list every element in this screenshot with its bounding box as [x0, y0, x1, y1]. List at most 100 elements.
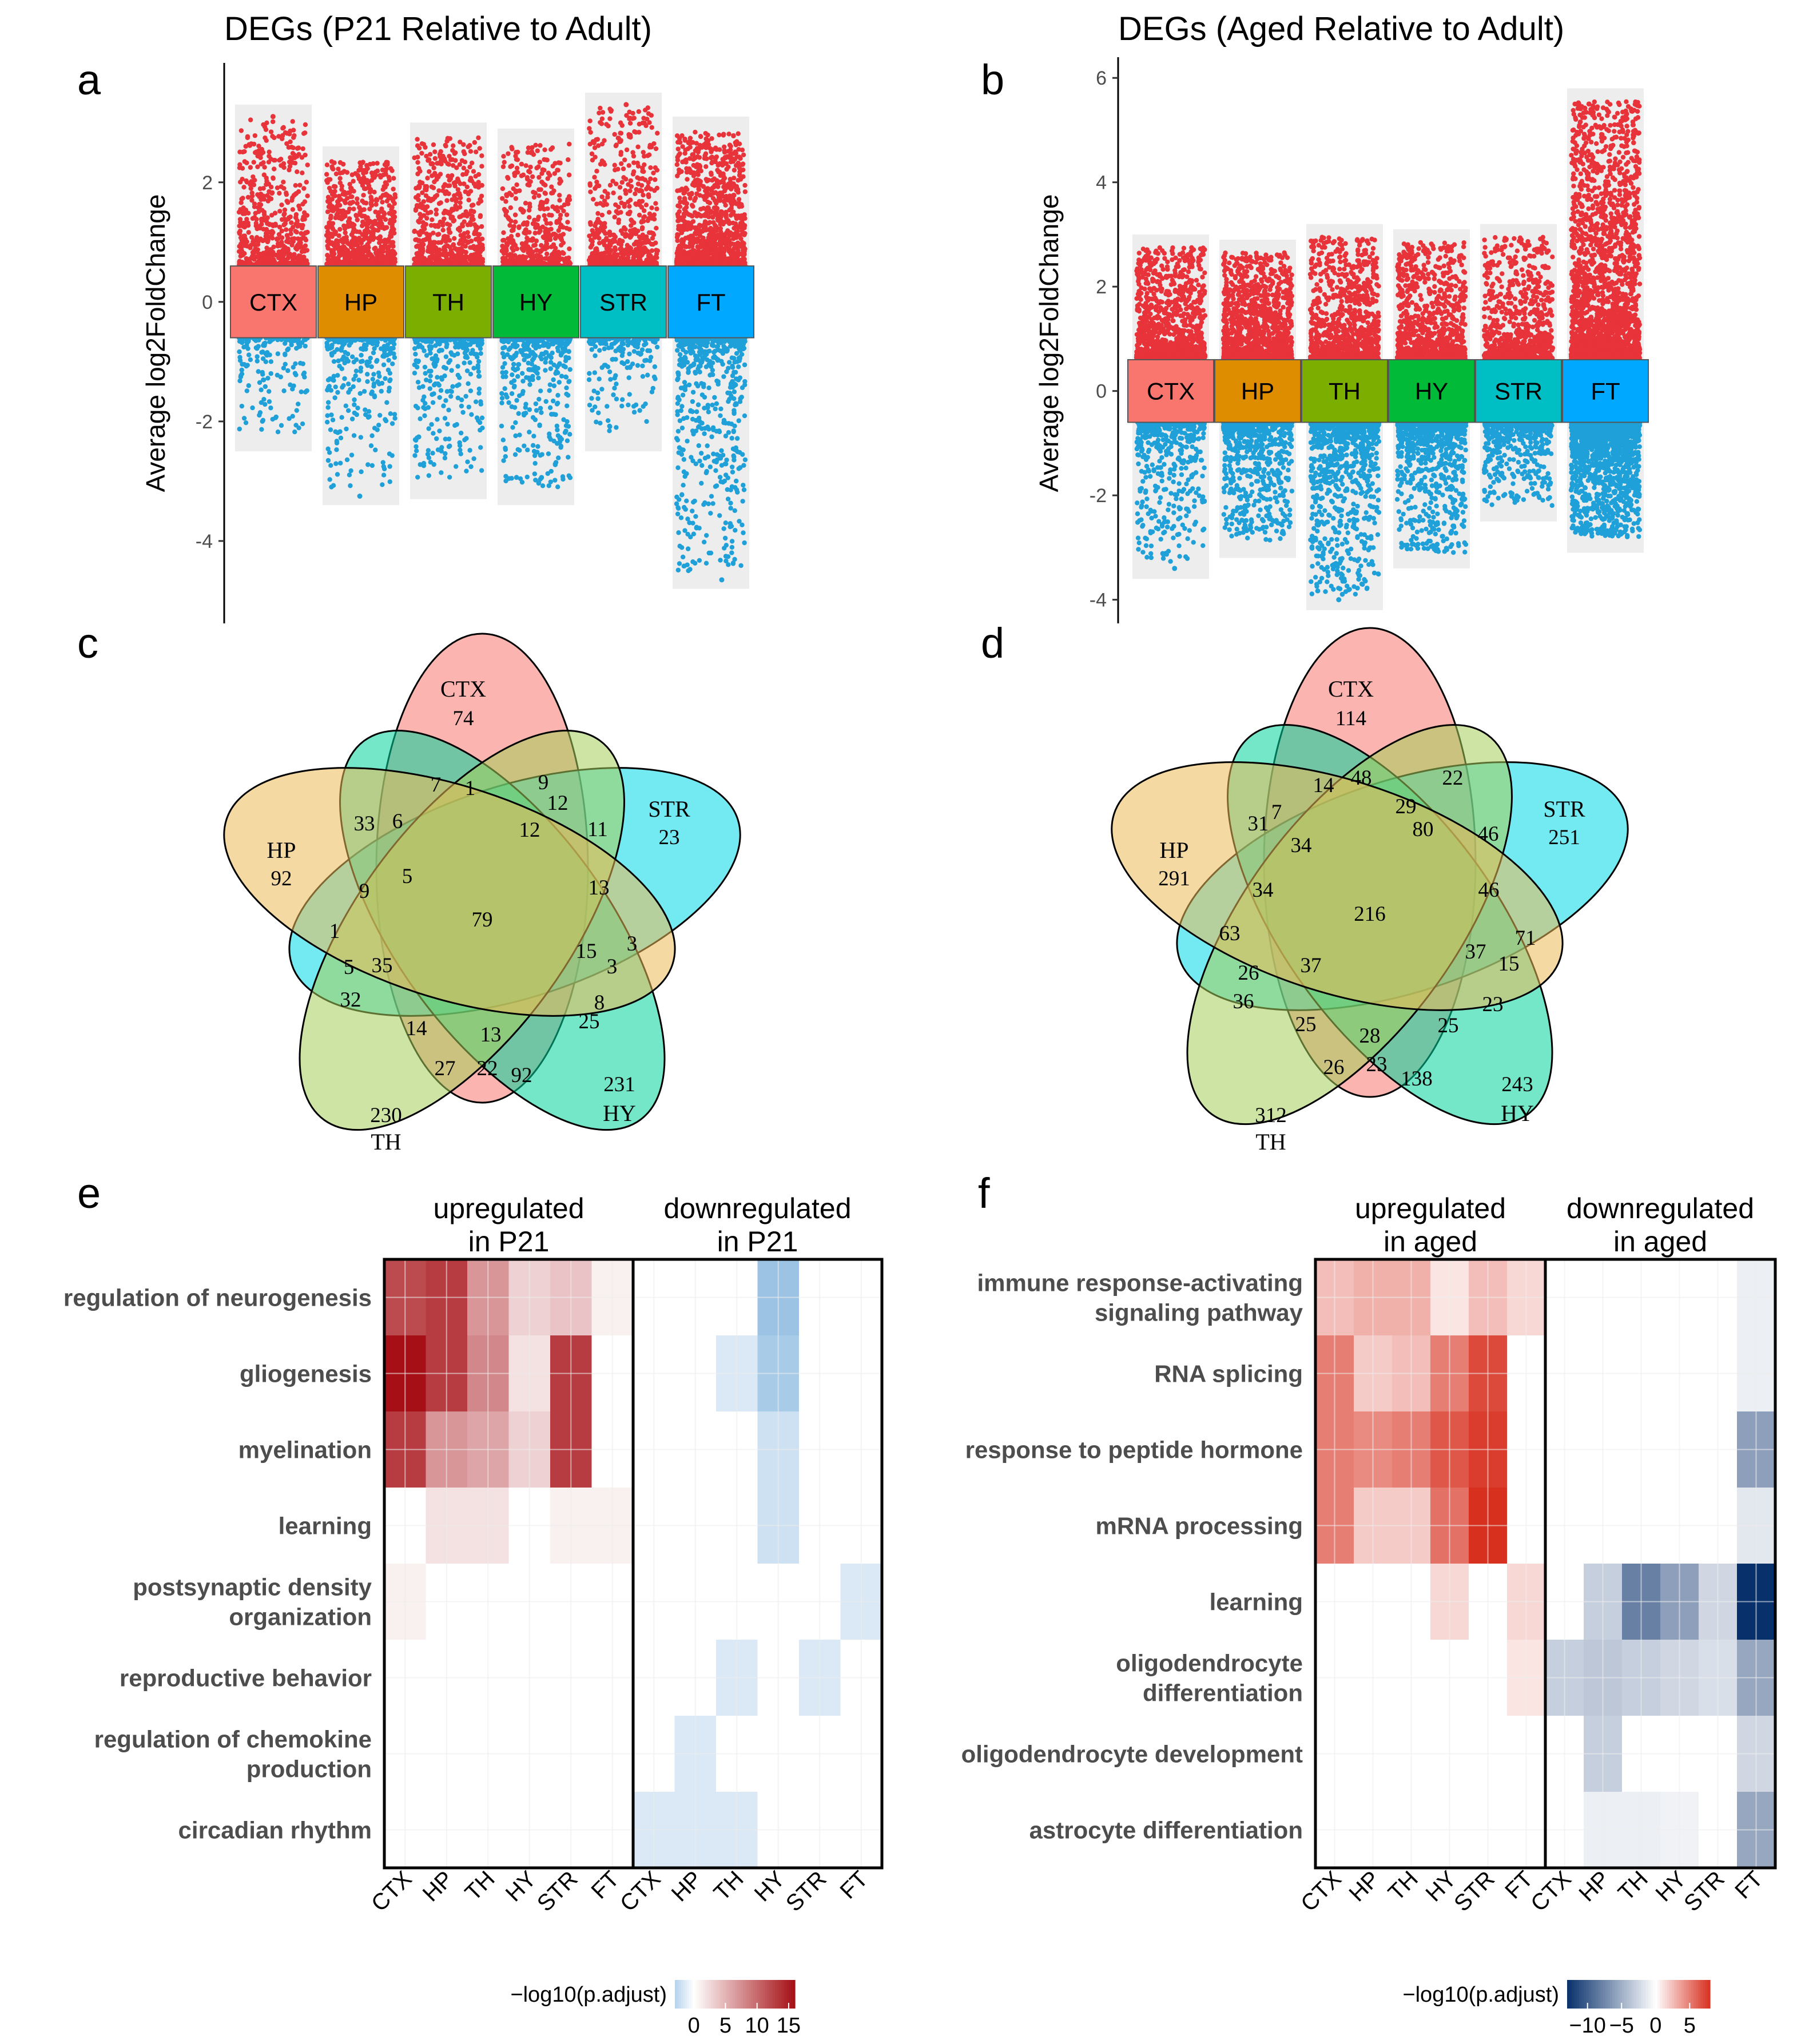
up-point [256, 153, 261, 158]
up-point [424, 216, 430, 221]
down-point [502, 386, 507, 391]
down-point [450, 384, 455, 389]
up-point [444, 261, 449, 266]
down-point [389, 421, 395, 426]
up-point [304, 180, 309, 185]
down-point [336, 358, 341, 364]
down-point [439, 470, 444, 475]
up-point [259, 146, 265, 152]
down-point [281, 365, 287, 371]
up-point [466, 190, 471, 196]
up-point [337, 226, 343, 232]
down-point [566, 379, 571, 384]
down-point [538, 388, 543, 393]
up-point [384, 225, 389, 230]
up-point [645, 116, 650, 122]
up-point [249, 234, 255, 240]
down-point [348, 483, 353, 488]
down-point [517, 448, 522, 453]
down-point [300, 361, 305, 367]
up-point [359, 177, 364, 182]
down-point [335, 389, 340, 395]
up-point [635, 175, 640, 180]
up-point [647, 142, 653, 148]
down-point [275, 351, 281, 356]
up-point [269, 257, 275, 263]
up-point [564, 198, 570, 204]
up-point [336, 193, 342, 199]
down-point [426, 448, 431, 453]
up-point [479, 224, 484, 229]
down-point [446, 407, 451, 413]
up-point [242, 243, 248, 248]
down-point [514, 351, 519, 356]
up-point [599, 227, 604, 233]
up-point [507, 190, 512, 196]
up-point [627, 116, 632, 121]
up-point [587, 181, 593, 186]
down-point [477, 337, 482, 343]
up-point [478, 213, 483, 218]
up-point [614, 181, 619, 186]
up-point [428, 161, 434, 166]
up-point [329, 234, 335, 239]
down-point [444, 341, 450, 347]
up-point [621, 166, 626, 172]
up-point [425, 176, 430, 181]
up-point [290, 119, 295, 124]
down-point [345, 381, 351, 387]
up-point [472, 229, 478, 235]
up-point [608, 259, 613, 264]
down-point [533, 345, 538, 351]
up-point [626, 163, 631, 168]
up-point [412, 155, 417, 161]
down-point [523, 353, 529, 358]
up-point [375, 168, 380, 174]
up-point [543, 256, 548, 261]
down-point [382, 349, 387, 354]
down-point [291, 364, 296, 370]
up-point [423, 184, 428, 189]
down-point [563, 428, 568, 434]
down-point [554, 423, 560, 429]
down-point [328, 388, 334, 393]
up-point [502, 206, 507, 212]
up-point [255, 164, 260, 169]
up-point [391, 244, 396, 249]
down-point [512, 452, 518, 458]
up-point [454, 206, 459, 212]
down-point [333, 461, 339, 466]
up-point [514, 165, 520, 171]
up-point [623, 177, 629, 182]
up-point [267, 195, 272, 200]
down-point [533, 369, 539, 375]
up-point [418, 212, 423, 217]
down-point [563, 423, 569, 428]
up-point [332, 261, 337, 267]
up-point [265, 236, 271, 241]
up-point [261, 212, 267, 217]
down-point [538, 452, 543, 458]
up-point [589, 242, 595, 248]
up-point [616, 217, 622, 222]
up-point [266, 160, 272, 165]
down-point [345, 408, 351, 413]
down-point [448, 393, 454, 399]
up-point [271, 176, 276, 181]
down-point [595, 396, 601, 401]
down-point [370, 376, 375, 382]
up-point [543, 217, 548, 222]
up-point [428, 210, 434, 215]
up-point [607, 116, 613, 121]
up-point [654, 206, 659, 212]
up-point [287, 167, 292, 173]
up-point [599, 194, 605, 200]
up-point [627, 234, 633, 240]
up-point [332, 160, 337, 165]
up-point [333, 171, 339, 177]
down-point [433, 343, 438, 348]
up-point [272, 135, 277, 140]
up-point [277, 243, 283, 248]
up-point [451, 257, 456, 263]
up-point [355, 256, 360, 261]
